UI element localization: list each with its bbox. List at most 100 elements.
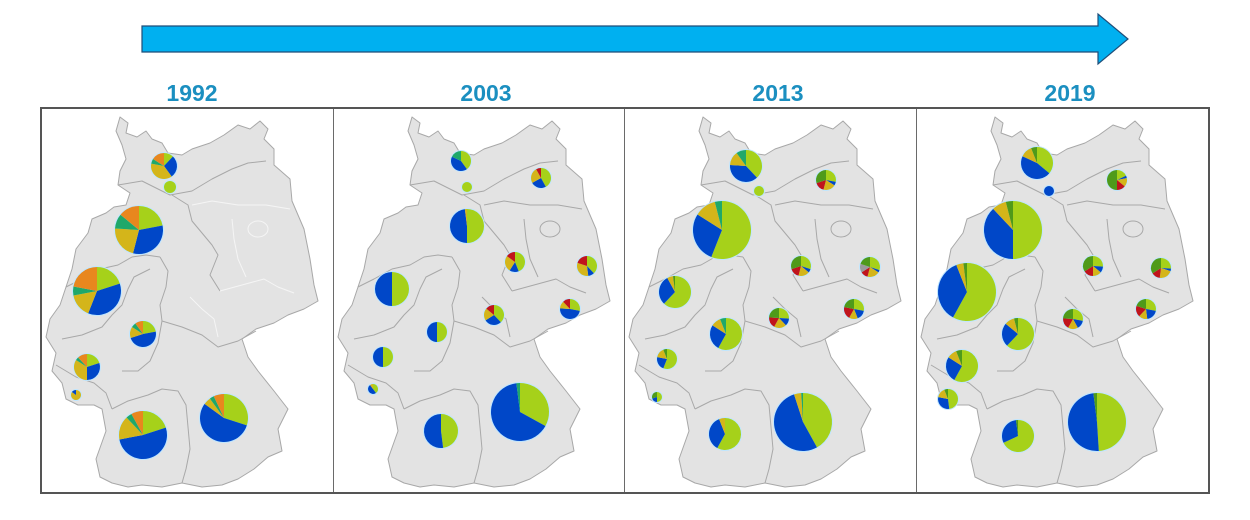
pie-slice-blue (1020, 156, 1049, 180)
pie-slice-lightgreen (1003, 420, 1034, 453)
pie-slice-yellow (1067, 319, 1078, 329)
pie-slice-blue (119, 427, 167, 459)
pie-slice-yellow (464, 209, 467, 226)
pie-slice-blue (485, 315, 501, 325)
pie-chart-rhineland-palatinate (371, 346, 394, 368)
state-border (638, 364, 696, 410)
pie-slice-orange (213, 394, 224, 418)
pie-chart-saarland (651, 391, 663, 403)
pie-slice-blue (730, 164, 757, 182)
pie-slice-darkgreen (791, 256, 801, 270)
pie-slice-blue (1092, 266, 1103, 273)
pie-slice-blue (659, 277, 675, 304)
pie-slice-lightgreen (1160, 258, 1171, 269)
pie-slice-lightgreen (372, 384, 378, 394)
pie-slice-lightgreen (391, 272, 409, 306)
pie-chart-schleswig-holstein (449, 150, 472, 172)
pie-slice-lightgreen (519, 383, 549, 426)
pie-slice-lightgreen (779, 308, 789, 319)
pie-slice-lightgreen (1012, 201, 1042, 259)
pie-slice-lightgreen (460, 151, 471, 170)
state-border (463, 194, 512, 292)
pie-slice-lightgreen (754, 186, 764, 196)
state-border-east (1066, 200, 1165, 210)
pie-chart-mecklenburg-vorpommern (529, 167, 552, 189)
state-border (171, 194, 221, 292)
pie-chart-north-rhine-westphalia (658, 275, 692, 309)
pie-slice-yellow (1116, 178, 1127, 187)
pie-slice-blue (983, 208, 1013, 259)
pie-chart-saarland (936, 388, 959, 410)
pie-slice-lightgreen (801, 256, 811, 270)
pie-slice-blue (586, 266, 594, 276)
pie-slice-teal (73, 286, 97, 296)
pie-slice-blue (423, 414, 443, 448)
pie-slice-lightgreen (461, 182, 472, 192)
state-border-east (189, 296, 219, 338)
pie-slice-blue (945, 357, 962, 381)
state-border-east (247, 220, 269, 238)
pie-slice-red (844, 307, 854, 318)
pie-slice-darkgreen (860, 257, 870, 267)
state-border (700, 160, 850, 196)
pie-slice-darkgreen (1150, 258, 1161, 274)
pie-slice-blue (710, 325, 726, 349)
state-border-east (1106, 218, 1121, 278)
state-border-east (191, 200, 291, 210)
state-border (1036, 320, 1131, 348)
pie-slice-yellow (530, 169, 541, 183)
pie-slice-lightgreen (569, 299, 580, 311)
pie-slice-lightgreen (440, 414, 458, 448)
pie-slice-lightgreen (1096, 393, 1126, 451)
pie-slice-lightgreen (657, 392, 662, 402)
map-panel-1992 (42, 109, 334, 492)
pie-slice-yellow (559, 301, 570, 309)
pie-slice-darkgreen (844, 299, 854, 309)
pie-slice-darkgreen (663, 349, 667, 359)
state-border-east (814, 218, 830, 278)
state-border (403, 388, 482, 484)
pie-chart-thuringia (768, 307, 790, 329)
pie-slice-lightgreen (1006, 318, 1034, 350)
pie-slice-blue (709, 419, 725, 449)
pie-chart-hamburg (460, 181, 473, 193)
pie-slice-blue (1145, 309, 1156, 319)
pie-slice-yellow (992, 201, 1013, 230)
pie-slice-lightgreen (664, 276, 691, 308)
pie-slice-yellow (1092, 266, 1101, 276)
pie-slice-teal (801, 393, 803, 422)
pie-slice-blue (1001, 420, 1018, 443)
pie-slice-lightgreen (663, 349, 677, 369)
pie-slice-lightgreen (854, 299, 864, 311)
state-border-east (231, 218, 247, 278)
state-border-east (802, 278, 878, 294)
germany-outline (920, 116, 1193, 488)
pie-slice-darkgreen (1106, 170, 1117, 190)
pie-slice-darkgreen (1062, 309, 1073, 319)
pie-slice-yellow (1022, 148, 1037, 163)
pie-slice-orange (120, 206, 139, 230)
pie-chart-hamburg (163, 180, 177, 194)
pie-chart-bavaria (489, 382, 550, 442)
pie-slice-lightgreen (139, 206, 163, 230)
state-border-east (219, 278, 295, 294)
state-border-east (483, 200, 582, 210)
pie-slice-lightgreen (1092, 256, 1103, 267)
pie-slice-blue (854, 309, 864, 319)
pie-chart-hesse (1000, 317, 1035, 351)
pie-slice-red (1135, 305, 1146, 317)
pie-slice-red (861, 267, 870, 277)
pie-slice-gray (860, 263, 870, 273)
pie-chart-thuringia (1061, 308, 1084, 330)
pie-slice-blue (133, 225, 163, 255)
pie-slice-yellow (849, 309, 858, 319)
pie-slice-lightgreen (540, 168, 551, 187)
pie-slice-blue (1072, 319, 1083, 328)
pie-slice-lightgreen (586, 256, 597, 274)
pie-slice-blue (1067, 393, 1099, 452)
pie-slice-darkgreen (1082, 255, 1093, 272)
state-border-east (1094, 278, 1169, 294)
pie-chart-lower-saxony (692, 200, 752, 260)
pie-slice-lightgreen (803, 393, 832, 448)
pie-slice-orange (131, 411, 143, 435)
